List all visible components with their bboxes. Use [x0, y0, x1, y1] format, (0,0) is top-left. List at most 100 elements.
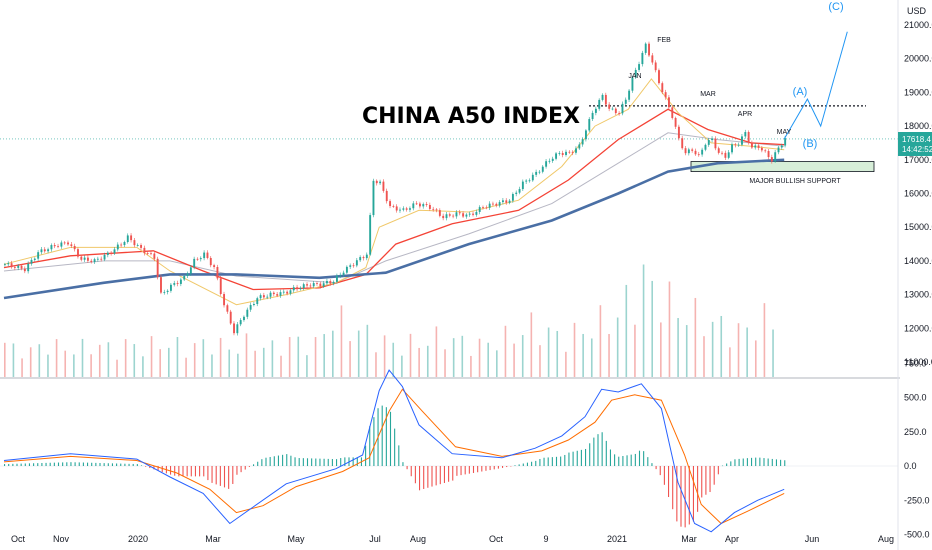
macd-histogram-bar — [340, 458, 342, 466]
wave-label: (C) — [828, 1, 843, 13]
candle — [624, 97, 627, 106]
volume-bar — [332, 330, 334, 377]
macd-histogram-bar — [53, 462, 55, 466]
volume-bar — [513, 343, 515, 377]
macd-line — [3, 369, 785, 533]
macd-histogram-bar — [730, 461, 732, 466]
time-tick-label: Jul — [369, 534, 381, 544]
macd-histogram-bar — [460, 466, 462, 476]
price-tick-label: 21000.0 — [904, 20, 932, 30]
volume-bar — [616, 317, 619, 377]
candle — [276, 291, 279, 298]
candle — [714, 136, 717, 151]
candle — [561, 150, 564, 158]
candle — [478, 205, 481, 215]
countdown-label: 14:42:52 — [902, 145, 932, 154]
candle — [402, 206, 405, 212]
candle — [126, 233, 129, 244]
macd-histogram-bar — [186, 466, 188, 477]
volume-bar — [426, 345, 429, 377]
macd-histogram-bar — [481, 466, 483, 472]
macd-histogram-bar — [194, 466, 196, 477]
volume-bar — [573, 322, 576, 377]
candle — [272, 291, 275, 297]
candle — [604, 92, 607, 107]
volume-bar — [237, 353, 239, 377]
candle — [502, 198, 504, 205]
candle — [541, 165, 544, 174]
volume-bar — [47, 354, 49, 377]
volume-bar — [107, 342, 110, 377]
candle — [694, 148, 697, 156]
candle — [438, 208, 441, 218]
candle — [352, 263, 355, 268]
candle — [146, 250, 149, 256]
candle — [262, 292, 265, 300]
macd-histogram-bar — [294, 457, 296, 466]
macd-histogram-bar — [456, 466, 458, 476]
candle — [419, 201, 421, 209]
volume-bar — [228, 349, 231, 377]
candle — [123, 240, 126, 247]
candle — [707, 137, 710, 147]
wave-label: (B) — [803, 138, 818, 150]
macd-histogram-bar — [352, 457, 354, 466]
candle — [531, 172, 534, 182]
volume-bar — [323, 334, 325, 377]
macd-histogram-bar — [547, 457, 549, 466]
candle — [259, 293, 262, 301]
candle — [392, 204, 395, 208]
volume-bar — [176, 337, 179, 377]
macd-histogram-bar — [323, 458, 325, 466]
macd-histogram-bar — [618, 456, 620, 466]
volume-bar — [297, 336, 300, 377]
macd-histogram-bar — [502, 466, 504, 468]
candle — [183, 274, 186, 281]
volume-bar — [375, 352, 377, 377]
macd-histogram-bar — [692, 466, 694, 522]
candle — [60, 240, 63, 249]
wave-projection-line — [783, 31, 848, 140]
volume-bar — [660, 322, 662, 377]
candle — [130, 233, 133, 243]
candle — [326, 278, 328, 286]
candle — [269, 290, 272, 300]
candle — [638, 61, 641, 72]
macd-tick-label: 250.0 — [904, 427, 927, 437]
last-price-box: 17618.4 14:42:52 — [898, 132, 932, 156]
candle — [296, 284, 299, 292]
candle — [687, 147, 690, 156]
macd-histogram-bar — [211, 466, 213, 483]
macd-histogram-bar — [66, 462, 68, 466]
candle — [150, 251, 152, 256]
candle — [120, 242, 123, 248]
candle — [339, 272, 342, 279]
macd-histogram-bar — [174, 466, 176, 476]
macd-histogram-bar — [16, 463, 18, 466]
candle — [20, 263, 23, 271]
macd-histogram-bar — [485, 466, 487, 471]
macd-histogram-bar — [439, 466, 441, 485]
macd-histogram-bar — [427, 466, 429, 488]
candle — [611, 106, 614, 111]
macd-histogram-bar — [111, 463, 113, 466]
macd-histogram-bar — [713, 466, 715, 485]
wave-label: (A) — [793, 86, 808, 98]
macd-histogram-bar — [331, 459, 333, 466]
candle — [591, 110, 594, 122]
macd-histogram-bar — [572, 451, 574, 466]
macd-histogram-bar — [298, 458, 300, 466]
macd-histogram-bar — [452, 466, 454, 481]
candle — [7, 261, 10, 267]
macd-histogram-bar — [207, 466, 209, 481]
candle — [581, 137, 584, 147]
macd-histogram-bar — [107, 463, 109, 466]
macd-histogram-bar — [99, 463, 101, 466]
macd-histogram-bar — [8, 463, 10, 466]
candle — [668, 94, 670, 110]
candle — [10, 260, 13, 269]
candle — [57, 243, 60, 249]
candle — [110, 250, 113, 256]
macd-histogram-bar — [597, 434, 599, 466]
candle — [196, 257, 199, 261]
